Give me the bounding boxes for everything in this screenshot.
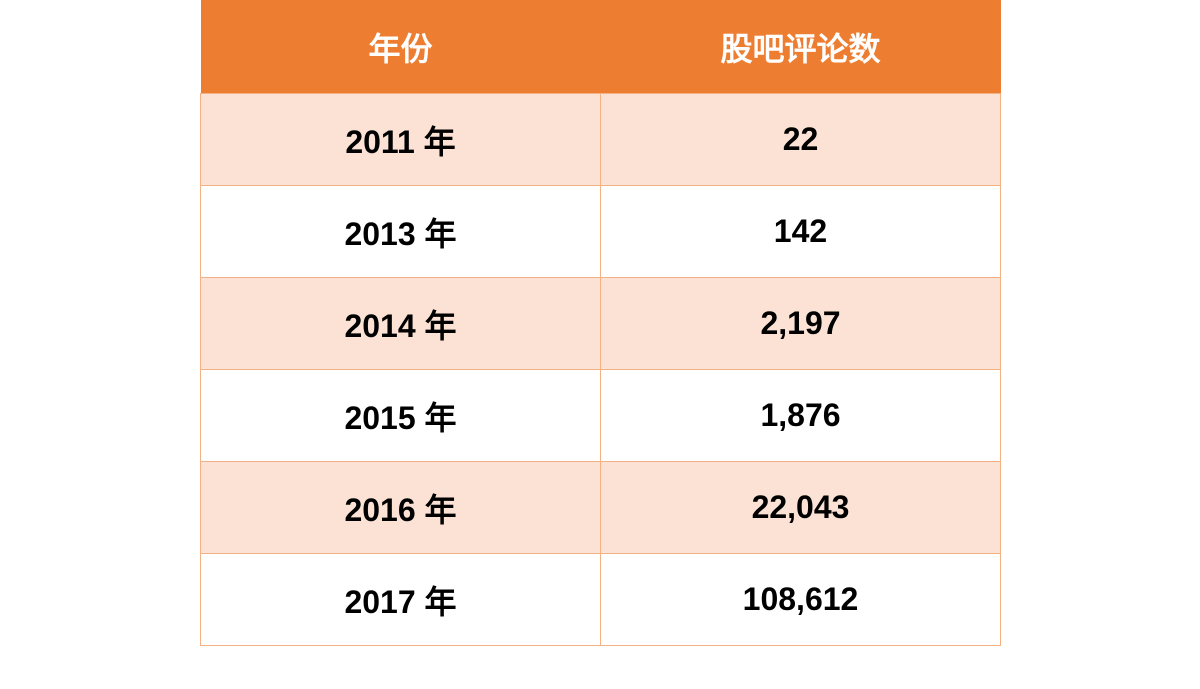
comment-count-table: 年份 股吧评论数 2011 年 22 2013 年 142 2014 年 2,1… bbox=[200, 0, 1001, 646]
table-row: 2011 年 22 bbox=[200, 93, 1001, 186]
table-row: 2015 年 1,876 bbox=[200, 369, 1001, 462]
cell-year: 2011 年 bbox=[200, 93, 601, 186]
cell-comment-count: 142 bbox=[600, 185, 1001, 278]
cell-year: 2016 年 bbox=[200, 461, 601, 554]
cell-comment-count: 1,876 bbox=[600, 369, 1001, 462]
cell-year: 2014 年 bbox=[200, 277, 601, 370]
cell-comment-count: 108,612 bbox=[600, 553, 1001, 646]
header-comment-count: 股吧评论数 bbox=[600, 0, 1001, 94]
cell-year: 2017 年 bbox=[200, 553, 601, 646]
cell-comment-count: 22 bbox=[600, 93, 1001, 186]
cell-comment-count: 2,197 bbox=[600, 277, 1001, 370]
comment-count-table-container: 年份 股吧评论数 2011 年 22 2013 年 142 2014 年 2,1… bbox=[200, 0, 1001, 646]
table-row: 2017 年 108,612 bbox=[200, 553, 1001, 646]
table-header-row: 年份 股吧评论数 bbox=[200, 0, 1001, 94]
table-row: 2014 年 2,197 bbox=[200, 277, 1001, 370]
cell-comment-count: 22,043 bbox=[600, 461, 1001, 554]
header-year: 年份 bbox=[200, 0, 601, 94]
table-row: 2013 年 142 bbox=[200, 185, 1001, 278]
table-row: 2016 年 22,043 bbox=[200, 461, 1001, 554]
cell-year: 2015 年 bbox=[200, 369, 601, 462]
cell-year: 2013 年 bbox=[200, 185, 601, 278]
